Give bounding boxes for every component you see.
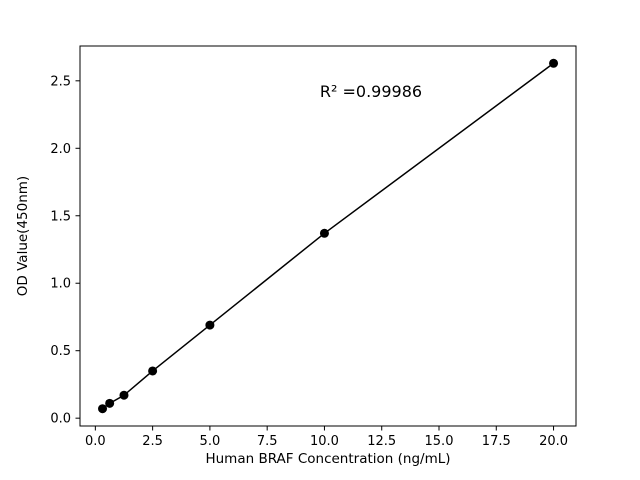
y-axis-label: OD Value(450nm) bbox=[15, 176, 31, 296]
y-tick-label: 2.5 bbox=[50, 74, 71, 89]
y-tick-label: 0.5 bbox=[50, 344, 71, 359]
x-tick-label: 7.5 bbox=[257, 434, 278, 449]
y-tick-label: 2.0 bbox=[50, 142, 71, 157]
data-point bbox=[319, 228, 329, 238]
x-tick-label: 15.0 bbox=[425, 434, 454, 449]
x-tick-label: 12.5 bbox=[367, 434, 396, 449]
axes-spines bbox=[79, 45, 577, 427]
data-point bbox=[148, 366, 158, 376]
r-squared-annotation: R² =0.99986 bbox=[320, 82, 422, 101]
x-tick-label: 5.0 bbox=[200, 434, 221, 449]
data-point bbox=[205, 320, 215, 330]
x-tick-label: 10.0 bbox=[310, 434, 339, 449]
x-axis-label: Human BRAF Concentration (ng/mL) bbox=[205, 451, 450, 467]
y-tick-label: 1.0 bbox=[50, 277, 71, 292]
x-tick-label: 20.0 bbox=[539, 434, 568, 449]
x-tick-label: 17.5 bbox=[482, 434, 511, 449]
data-point bbox=[98, 404, 108, 414]
y-tick-label: 1.5 bbox=[50, 209, 71, 224]
data-point bbox=[105, 398, 115, 408]
data-point bbox=[119, 390, 129, 400]
y-tick-label: 0.0 bbox=[50, 412, 71, 427]
plot-area: 0.0 2.5 5.0 7.5 10.0 12.5 15.0 17.5 20.0 0.0 0.5 1.… bbox=[50, 45, 577, 449]
data-point bbox=[549, 58, 559, 68]
x-tick-label: 2.5 bbox=[142, 434, 163, 449]
x-tick-label: 0.0 bbox=[85, 434, 106, 449]
